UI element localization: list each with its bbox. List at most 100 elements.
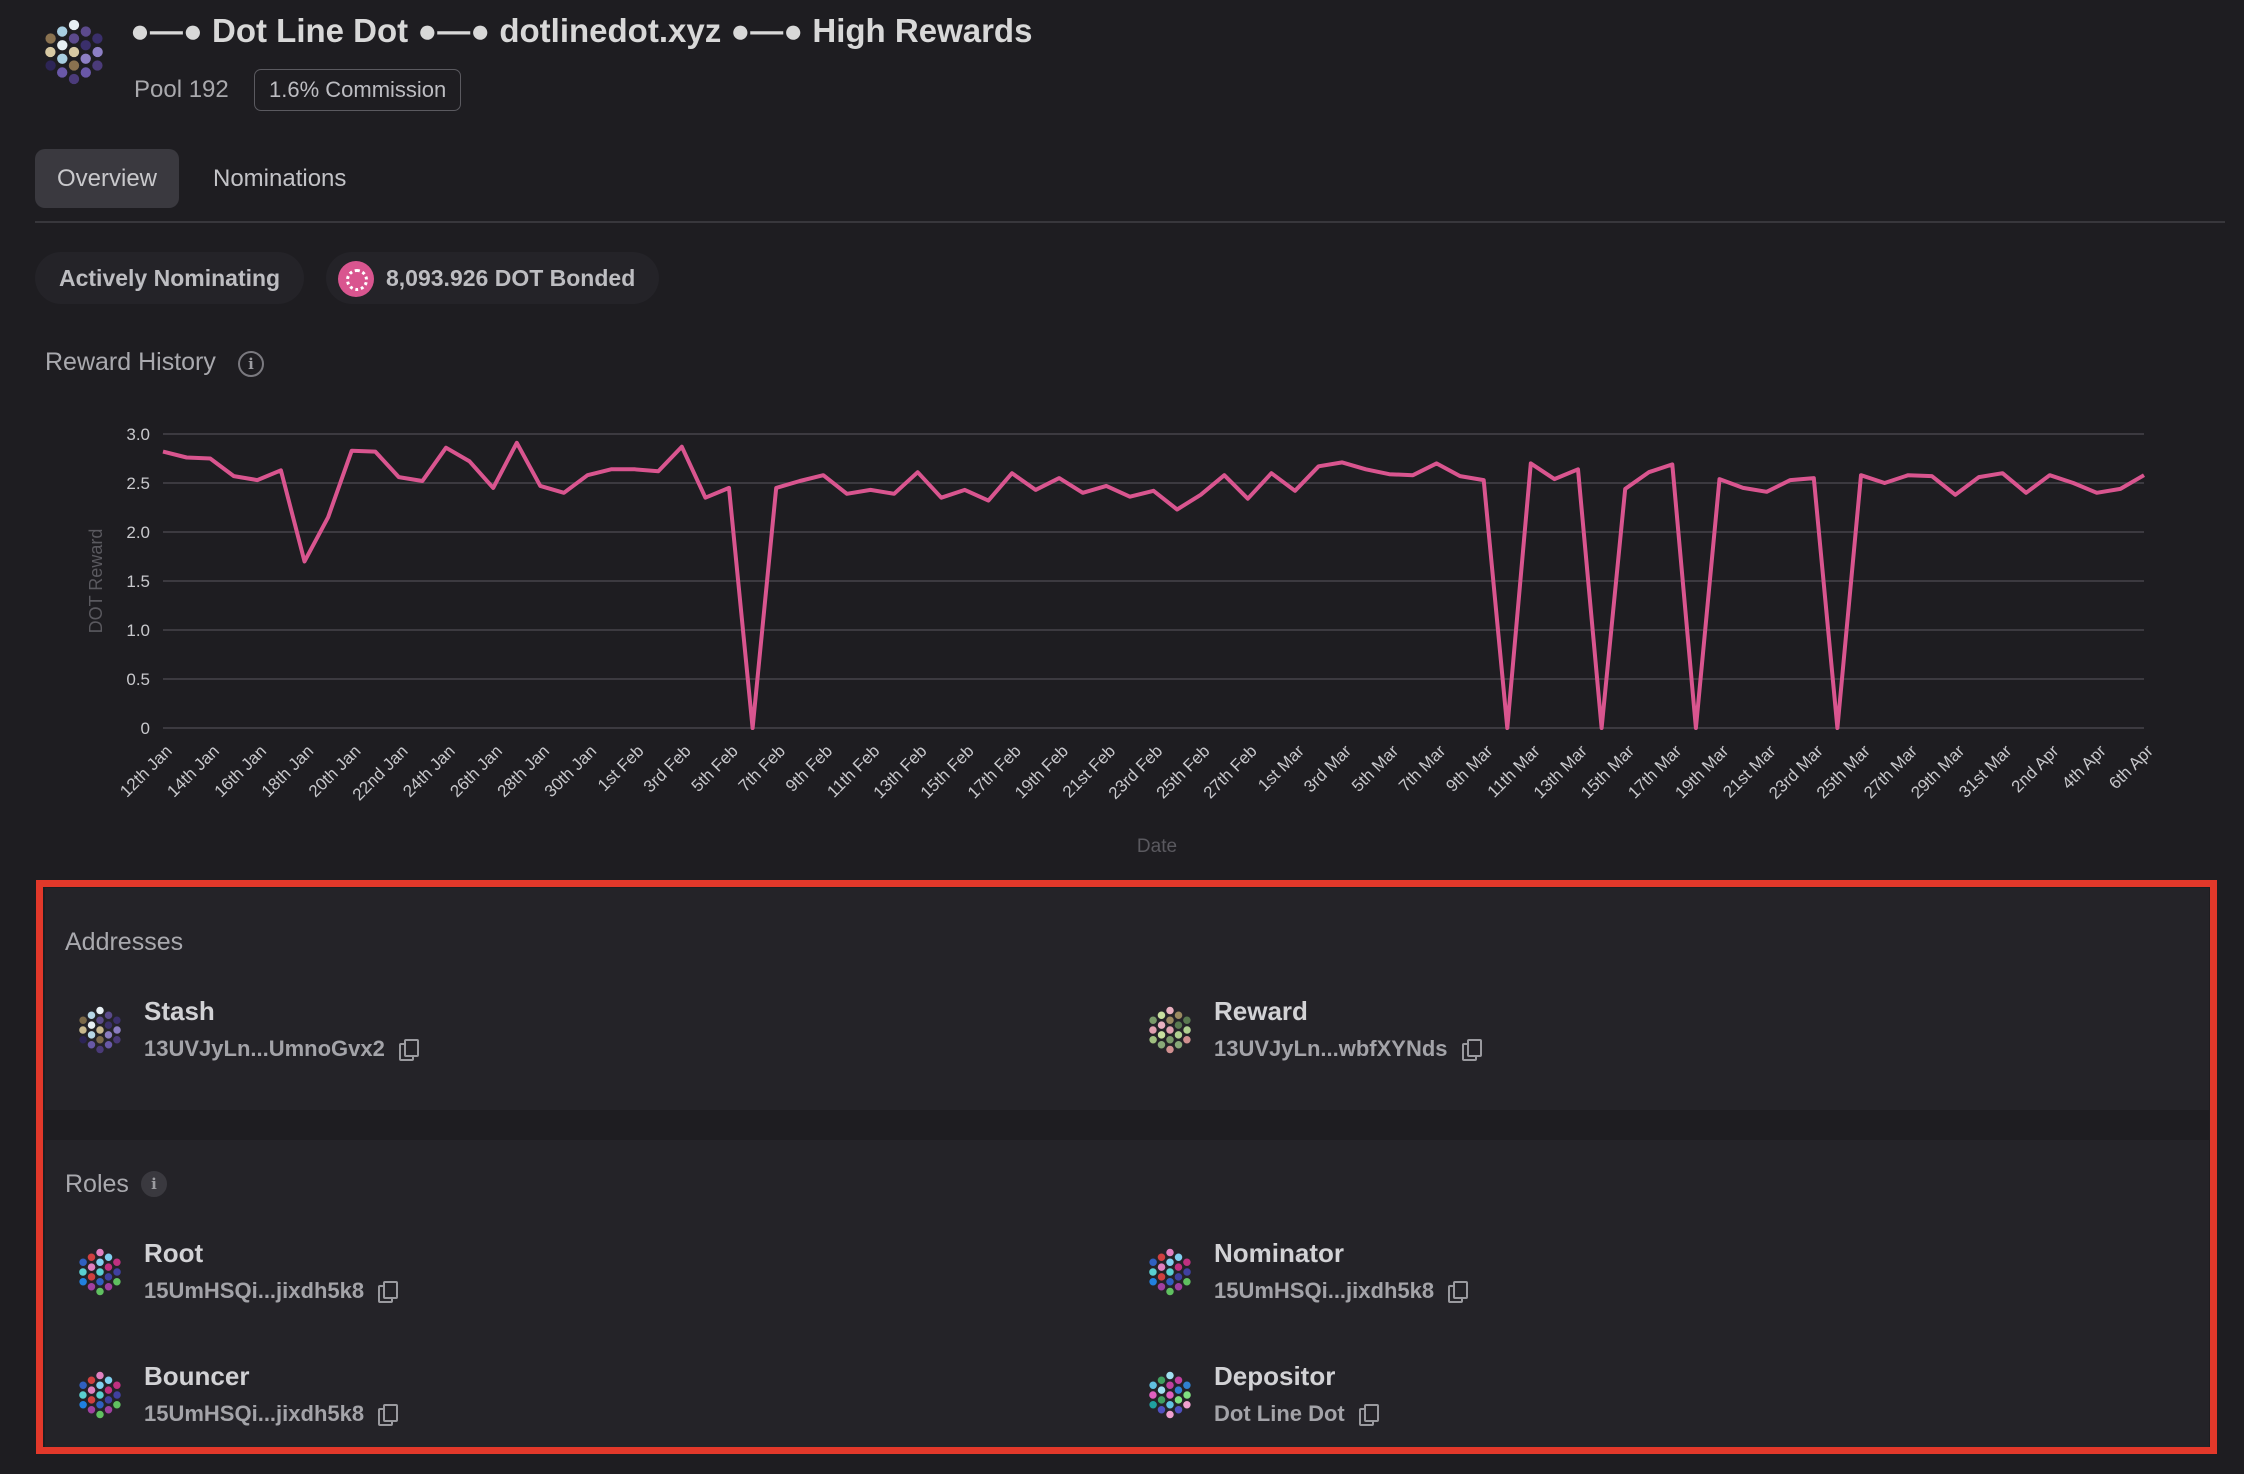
identicon-dot	[57, 67, 68, 78]
identicon-dot	[1149, 1381, 1157, 1389]
identicon-dot	[68, 73, 80, 85]
identicon-dot	[1166, 1278, 1174, 1286]
stash-title: Stash	[144, 996, 215, 1026]
identicon-dot	[68, 33, 80, 44]
roles-title: Roles	[65, 1170, 129, 1198]
y-tick-label: 1.0	[126, 621, 150, 640]
identicon-dot	[92, 60, 103, 71]
copy-icon[interactable]	[398, 1039, 419, 1061]
addresses-title: Addresses	[65, 928, 184, 956]
identicon-dot	[96, 1045, 104, 1054]
identicon-dot	[113, 1278, 121, 1286]
bouncer-avatar-icon	[79, 1371, 121, 1419]
identicon-dot	[87, 1011, 96, 1019]
identicon-dot	[1166, 1410, 1174, 1419]
identicon-dot	[96, 1026, 104, 1034]
stash-address: 13UVJyLn...UmnoGvx2	[144, 1036, 385, 1061]
identicon-dot	[57, 40, 68, 51]
info-icon[interactable]: i	[238, 351, 264, 377]
identicon-dot	[113, 1268, 121, 1276]
identicon-dot	[1174, 1406, 1183, 1414]
identicon-dot	[79, 1016, 87, 1024]
addresses-panel	[45, 888, 2209, 1110]
copy-icon[interactable]	[1448, 1281, 1469, 1303]
identicon-dot	[104, 1406, 113, 1414]
identicon-dot	[1183, 1278, 1191, 1286]
identicon-dot	[1149, 1391, 1157, 1399]
reward-title: Reward	[1214, 996, 1308, 1026]
root-title: Root	[144, 1238, 204, 1268]
x-tick-label: 7th Feb	[735, 741, 789, 795]
copy-icon[interactable]	[378, 1281, 399, 1303]
x-tick-label: 1st Mar	[1254, 741, 1308, 795]
x-tick-label: 6th Apr	[2105, 741, 2157, 793]
identicon-dot	[1174, 1396, 1183, 1404]
identicon-dot	[1183, 1391, 1191, 1399]
nominator-address-row: 15UmHSQi...jixdh5k8	[1214, 1278, 1469, 1304]
identicon-dot	[1174, 1021, 1183, 1029]
identicon-dot	[96, 1410, 104, 1419]
identicon-dot	[80, 26, 91, 37]
identicon-dot	[45, 46, 56, 58]
identicon-dot	[104, 1273, 113, 1281]
identicon-dot	[80, 67, 91, 78]
reward-address-row: 13UVJyLn...wbfXYNds	[1214, 1036, 1482, 1062]
identicon-dot	[1157, 1011, 1166, 1019]
identicon-dot	[87, 1041, 96, 1049]
identicon-dot	[92, 46, 103, 58]
x-tick-label: 7th Mar	[1395, 741, 1449, 795]
identicon-dot	[79, 1258, 87, 1266]
bonded-amount: 8,093.926 DOT Bonded	[386, 265, 636, 291]
identicon-dot	[79, 1036, 87, 1044]
copy-icon[interactable]	[378, 1404, 399, 1426]
identicon-dot	[68, 19, 80, 31]
identicon-dot	[57, 26, 68, 37]
identicon-dot	[87, 1396, 96, 1404]
y-tick-label: 2.0	[126, 523, 150, 542]
identicon-dot	[1174, 1386, 1183, 1394]
polkadot-token-icon	[338, 261, 374, 297]
tab-nominations[interactable]: Nominations	[213, 165, 347, 192]
pool-id: Pool 192	[134, 76, 229, 103]
identicon-dot	[87, 1263, 96, 1271]
y-tick-label: 0	[141, 719, 150, 738]
identicon-dot	[1174, 1041, 1183, 1049]
tab-overview[interactable]: Overview	[35, 149, 179, 208]
identicon-dot	[79, 1391, 87, 1399]
info-icon[interactable]: i	[141, 1171, 167, 1197]
identicon-dot	[1183, 1381, 1191, 1389]
identicon-dot	[1166, 1248, 1174, 1257]
identicon-dot	[104, 1376, 113, 1384]
identicon-dot	[1157, 1253, 1166, 1261]
identicon-dot	[96, 1006, 104, 1015]
identicon-dot	[87, 1283, 96, 1291]
x-tick-label: 1st Feb	[594, 741, 648, 795]
root-address: 15UmHSQi...jixdh5k8	[144, 1278, 365, 1303]
identicon-dot	[1166, 1371, 1174, 1380]
identicon-dot	[113, 1381, 121, 1389]
identicon-dot	[96, 1391, 104, 1399]
x-axis-label: Date	[1137, 836, 1177, 857]
identicon-dot	[79, 1381, 87, 1389]
identicon-dot	[1174, 1263, 1183, 1271]
identicon-dot	[1157, 1386, 1166, 1394]
identicon-dot	[1174, 1031, 1183, 1039]
identicon-dot	[104, 1253, 113, 1261]
bouncer-title: Bouncer	[144, 1361, 250, 1391]
identicon-dot	[1149, 1036, 1157, 1044]
identicon-dot	[1157, 1041, 1166, 1049]
copy-icon[interactable]	[1358, 1404, 1379, 1426]
copy-icon[interactable]	[1461, 1039, 1482, 1061]
identicon-dot	[1149, 1026, 1157, 1034]
identicon-dot	[87, 1031, 96, 1039]
identicon-dot	[1166, 1026, 1174, 1034]
commission-badge: 1.6% Commission	[254, 69, 462, 111]
nominator-address: 15UmHSQi...jixdh5k8	[1214, 1278, 1435, 1303]
identicon-dot	[104, 1031, 113, 1039]
identicon-dot	[1149, 1258, 1157, 1266]
identicon-dot	[96, 1287, 104, 1296]
identicon-dot	[1166, 1287, 1174, 1296]
tab-divider	[35, 221, 2225, 223]
roles-panel	[45, 1140, 2209, 1448]
